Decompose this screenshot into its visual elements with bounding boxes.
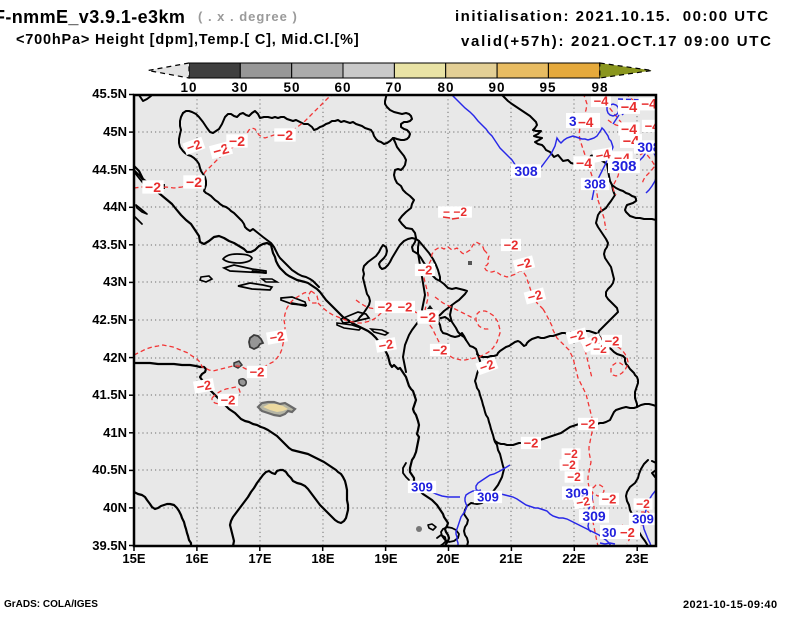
svg-text:−2: −2 — [420, 309, 436, 325]
svg-text:−2: −2 — [195, 377, 212, 394]
svg-text:−2: −2 — [268, 328, 285, 345]
svg-text:309: 309 — [411, 479, 433, 494]
svg-text:−2: −2 — [620, 525, 635, 540]
svg-text:40.5N: 40.5N — [92, 462, 127, 477]
svg-text:−2: −2 — [211, 140, 231, 160]
svg-text:90: 90 — [488, 80, 505, 95]
svg-text:45N: 45N — [103, 124, 127, 139]
svg-text:−2: −2 — [568, 327, 586, 345]
svg-text:43.5N: 43.5N — [92, 237, 127, 252]
svg-text:−2: −2 — [636, 497, 650, 511]
svg-text:308: 308 — [584, 176, 606, 191]
svg-text:F-nmmE_v3.9.1-e3km: F-nmmE_v3.9.1-e3km — [0, 7, 185, 27]
svg-text:16E: 16E — [185, 551, 208, 566]
svg-text:−2: −2 — [562, 458, 576, 472]
svg-text:21E: 21E — [499, 551, 522, 566]
svg-text:−2: −2 — [477, 356, 496, 375]
svg-text:309: 309 — [582, 508, 606, 524]
svg-text:3: 3 — [569, 114, 577, 129]
svg-text:−2: −2 — [526, 287, 544, 305]
svg-text:−2: −2 — [277, 127, 293, 143]
svg-text:2021-10-15-09:40: 2021-10-15-09:40 — [683, 599, 777, 611]
svg-text:80: 80 — [437, 80, 454, 95]
svg-text:−2: −2 — [567, 470, 581, 484]
svg-text:<700hPa> Height [dpm],Temp.[ C: <700hPa> Height [dpm],Temp.[ C], Mid.Cl.… — [16, 32, 360, 48]
svg-text:valid(+57h): 2021.OCT.17 09:00: valid(+57h): 2021.OCT.17 09:00 UTC — [461, 33, 773, 50]
svg-text:22E: 22E — [562, 551, 585, 566]
svg-text:42N: 42N — [103, 350, 127, 365]
svg-text:43N: 43N — [103, 274, 127, 289]
svg-text:−2: −2 — [186, 174, 202, 190]
svg-text:30: 30 — [602, 525, 616, 540]
svg-text:41.5N: 41.5N — [92, 387, 127, 402]
svg-text:41N: 41N — [103, 425, 127, 440]
svg-text:50: 50 — [283, 80, 300, 95]
svg-text:19E: 19E — [374, 551, 397, 566]
svg-text:−4: −4 — [645, 118, 661, 133]
svg-text:−2: −2 — [515, 255, 533, 273]
svg-text:−4: −4 — [641, 97, 657, 112]
svg-text:−2: −2 — [524, 435, 539, 450]
svg-text:−2: −2 — [377, 336, 394, 353]
svg-text:40N: 40N — [103, 500, 127, 515]
svg-text:17E: 17E — [248, 551, 271, 566]
svg-text:( . x . degree ): ( . x . degree ) — [198, 9, 298, 24]
svg-text:309: 309 — [477, 489, 499, 504]
svg-text:39.5N: 39.5N — [92, 538, 127, 553]
svg-text:−2: −2 — [575, 494, 591, 510]
svg-text:−2: −2 — [398, 299, 413, 314]
svg-text:15E: 15E — [122, 551, 145, 566]
svg-text:initialisation: 2021.10.15. 0: initialisation: 2021.10.15. 00:00 UTC — [455, 8, 770, 25]
svg-text:70: 70 — [385, 80, 402, 95]
svg-text:−2: −2 — [581, 416, 596, 431]
svg-text:−4: −4 — [594, 93, 610, 108]
svg-text:−2: −2 — [564, 447, 578, 461]
svg-text:−2: −2 — [221, 392, 236, 407]
svg-text:98: 98 — [591, 80, 608, 95]
svg-text:−4: −4 — [621, 121, 637, 137]
svg-text:95: 95 — [539, 80, 556, 95]
svg-text:309: 309 — [632, 511, 654, 526]
svg-text:−2: −2 — [433, 342, 448, 357]
svg-text:44.5N: 44.5N — [92, 162, 127, 177]
svg-text:−2: −2 — [145, 179, 161, 195]
svg-text:−2: −2 — [378, 299, 393, 314]
svg-text:20E: 20E — [436, 551, 459, 566]
svg-text:308: 308 — [637, 139, 661, 155]
svg-text:−4: −4 — [576, 155, 592, 171]
svg-text:45.5N: 45.5N — [92, 86, 127, 101]
svg-text:30: 30 — [231, 80, 248, 95]
svg-text:−2: −2 — [184, 136, 203, 155]
svg-text:−2: −2 — [229, 133, 245, 149]
svg-text:23E: 23E — [625, 551, 648, 566]
svg-text:18E: 18E — [311, 551, 334, 566]
svg-text:− −2: − −2 — [443, 205, 467, 219]
svg-text:42.5N: 42.5N — [92, 312, 127, 327]
svg-text:GrADS: COLA/IGES: GrADS: COLA/IGES — [4, 599, 98, 610]
svg-text:−2: −2 — [250, 364, 265, 379]
svg-text:308: 308 — [611, 158, 636, 175]
svg-text:−4: −4 — [621, 100, 638, 116]
svg-text:308: 308 — [514, 163, 538, 179]
svg-text:−4: −4 — [578, 115, 594, 130]
svg-text:60: 60 — [334, 80, 351, 95]
svg-text:−2: −2 — [602, 491, 617, 506]
svg-text:−2: −2 — [605, 333, 620, 348]
svg-text:44N: 44N — [103, 199, 127, 214]
svg-text:−2: −2 — [418, 262, 433, 277]
svg-text:−2: −2 — [504, 237, 519, 252]
svg-text:10: 10 — [180, 80, 197, 95]
svg-text:−4: −4 — [594, 146, 612, 163]
